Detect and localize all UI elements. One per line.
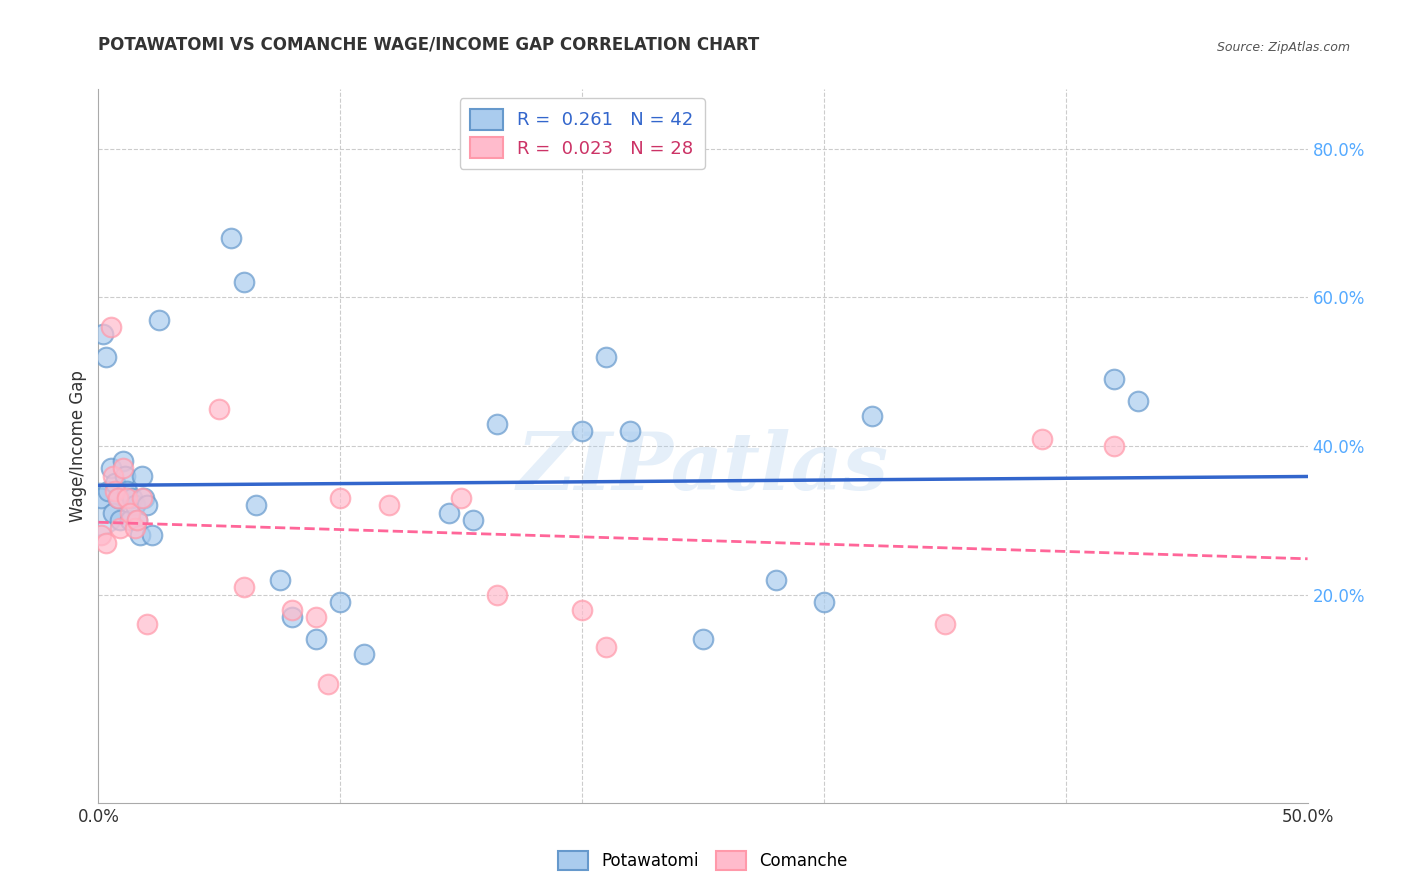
Point [221,231,243,245]
Point [281,602,304,616]
Point [100,461,122,475]
Point [90,528,112,542]
Point [111,461,134,475]
Point [87,502,110,516]
Point [281,610,304,624]
Point [1102,372,1125,386]
Point [101,468,124,483]
Point [571,602,593,616]
Y-axis label: Wage/Income Gap: Wage/Income Gap [69,370,87,522]
Point [269,573,291,587]
Point [595,350,617,364]
Text: Source: ZipAtlas.com: Source: ZipAtlas.com [1216,40,1350,54]
Point [208,401,231,416]
Point [245,499,267,513]
Point [134,491,156,505]
Point [486,417,509,431]
Point [571,424,593,438]
Point [1128,394,1150,409]
Point [117,483,139,498]
Point [100,320,122,334]
Point [141,528,163,542]
Point [94,535,117,549]
Point [329,491,352,505]
Text: ZIPatlas: ZIPatlas [517,429,889,506]
Point [860,409,883,424]
Point [104,483,127,498]
Point [124,499,146,513]
Point [463,513,485,527]
Point [619,424,641,438]
Point [121,491,143,505]
Point [107,491,129,505]
Text: POTAWATOMI VS COMANCHE WAGE/INCOME GAP CORRELATION CHART: POTAWATOMI VS COMANCHE WAGE/INCOME GAP C… [98,36,759,54]
Point [437,506,460,520]
Point [124,521,146,535]
Point [90,491,112,505]
Point [127,513,149,527]
Point [1102,439,1125,453]
Point [232,580,254,594]
Point [97,483,120,498]
Point [101,506,124,520]
Point [329,595,352,609]
Point [305,632,328,647]
Point [108,521,131,535]
Point [305,610,328,624]
Point [118,513,141,527]
Point [1031,432,1053,446]
Point [108,513,131,527]
Point [118,506,141,520]
Point [765,573,787,587]
Point [486,588,509,602]
Point [117,491,139,505]
Point [91,327,114,342]
Point [104,476,127,491]
Point [450,491,472,505]
Legend: Potawatomi, Comanche: Potawatomi, Comanche [548,841,858,880]
Point [111,454,134,468]
Point [135,499,157,513]
Point [148,312,170,326]
Point [131,468,153,483]
Point [813,595,835,609]
Point [131,491,153,505]
Point [377,499,399,513]
Point [595,640,617,654]
Point [127,513,149,527]
Point [107,491,129,505]
Point [135,617,157,632]
Point [353,647,375,661]
Point [128,528,150,542]
Point [232,276,254,290]
Point [94,350,117,364]
Point [692,632,714,647]
Point [316,677,339,691]
Point [934,617,956,632]
Point [114,468,136,483]
